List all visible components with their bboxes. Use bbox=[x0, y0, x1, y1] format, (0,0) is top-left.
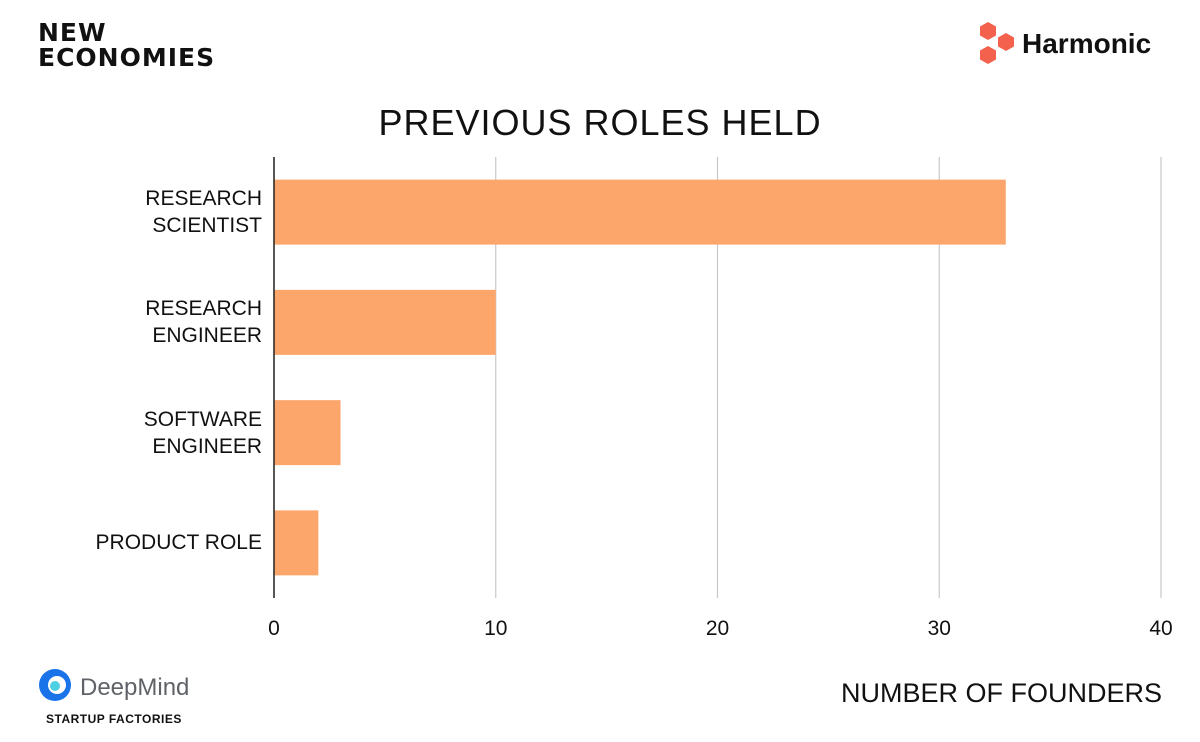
bar bbox=[274, 179, 1006, 245]
brand-startup-factories: STARTUP FACTORIES bbox=[46, 712, 182, 726]
y-tick-label: PRODUCT ROLE bbox=[95, 531, 262, 555]
deepmind-logo bbox=[39, 669, 71, 701]
x-axis-title: NUMBER OF FOUNDERS bbox=[840, 678, 1162, 708]
brand-new-economies: NEW ECONOMIES bbox=[38, 18, 216, 72]
bar bbox=[274, 510, 319, 576]
bar bbox=[274, 400, 341, 466]
y-tick-label: RESEARCH SCIENTIST bbox=[145, 187, 262, 238]
bar bbox=[274, 289, 496, 355]
y-tick-label: SOFTWARE ENGINEER bbox=[143, 407, 262, 458]
x-tick-label: 10 bbox=[484, 617, 507, 640]
x-tick-label: 40 bbox=[1149, 617, 1172, 640]
x-tick-label: 20 bbox=[706, 617, 729, 640]
harmonic-logo bbox=[980, 22, 1014, 64]
x-tick-label: 0 bbox=[268, 617, 280, 640]
chart-title: PREVIOUS ROLES HELD bbox=[378, 102, 822, 143]
brand-deepmind: DeepMind bbox=[80, 674, 190, 701]
x-tick-label: 30 bbox=[928, 617, 951, 640]
y-tick-label: RESEARCH ENGINEER bbox=[145, 297, 262, 348]
brand-harmonic: Harmonic bbox=[1022, 28, 1152, 59]
